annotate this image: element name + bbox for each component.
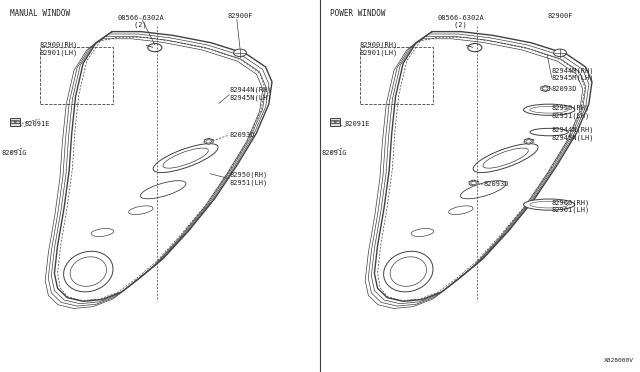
Text: 82900(RH)
82901(LH): 82900(RH) 82901(LH) [360, 42, 398, 56]
Text: 82944N(RH)
82945N(LH): 82944N(RH) 82945N(LH) [229, 87, 271, 101]
Text: 82091E: 82091E [344, 121, 370, 126]
Text: POWER WINDOW: POWER WINDOW [330, 9, 386, 18]
Ellipse shape [530, 128, 568, 136]
Text: 82093D: 82093D [229, 132, 255, 138]
Text: 82091E: 82091E [24, 121, 50, 126]
Text: 82091G: 82091G [321, 150, 347, 156]
Text: MANUAL WINDOW: MANUAL WINDOW [10, 9, 70, 18]
Text: 82960(RH)
82961(LH): 82960(RH) 82961(LH) [552, 199, 590, 214]
Polygon shape [541, 86, 550, 92]
Circle shape [234, 49, 246, 57]
Bar [360, 46, 433, 104]
Text: 82093D: 82093D [552, 86, 577, 92]
Text: X828000V: X828000V [604, 358, 634, 363]
Text: 82900F: 82900F [227, 13, 253, 19]
Polygon shape [524, 138, 533, 144]
Text: 82900F: 82900F [547, 13, 573, 19]
Text: 82093D: 82093D [483, 181, 509, 187]
Text: 82944M(RH)
82945M(LH): 82944M(RH) 82945M(LH) [552, 67, 594, 81]
FancyBboxPatch shape [10, 118, 20, 126]
Text: 82950(RH)
82951(LH): 82950(RH) 82951(LH) [229, 171, 268, 186]
Text: 82944N(RH)
82945N(LH): 82944N(RH) 82945N(LH) [552, 127, 594, 141]
Bar [40, 46, 113, 104]
Text: 82091G: 82091G [1, 150, 27, 156]
Text: 08566-6302A
    (2): 08566-6302A (2) [437, 15, 484, 28]
Text: 08566-6302A
    (2): 08566-6302A (2) [117, 15, 164, 28]
Polygon shape [469, 180, 478, 186]
Ellipse shape [524, 199, 575, 210]
Text: 82900(RH)
82901(LH): 82900(RH) 82901(LH) [40, 42, 78, 56]
Circle shape [554, 49, 566, 57]
Text: 82950(RH)
82951(LH): 82950(RH) 82951(LH) [552, 105, 590, 119]
Ellipse shape [524, 104, 575, 115]
FancyBboxPatch shape [330, 118, 340, 126]
Polygon shape [204, 138, 213, 144]
